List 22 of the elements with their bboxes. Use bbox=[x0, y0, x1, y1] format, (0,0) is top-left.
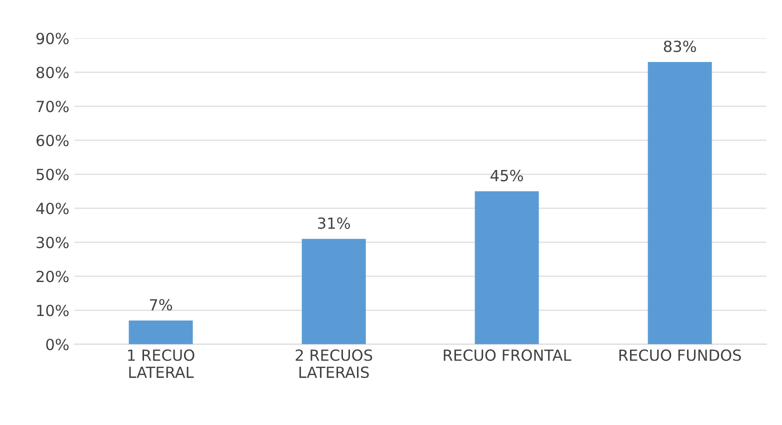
x-tick-label: 1 RECUO LATERAL bbox=[128, 349, 194, 378]
x-tick-label: 2 RECUOS LATERAIS bbox=[296, 349, 372, 378]
y-tick-label: 40% bbox=[36, 202, 69, 214]
y-tick-label: 60% bbox=[36, 134, 69, 146]
y-tick-label: 90% bbox=[36, 32, 69, 44]
y-tick-label: 0% bbox=[46, 338, 69, 350]
bar bbox=[474, 191, 539, 344]
y-tick-label: 70% bbox=[36, 100, 69, 112]
x-tick-label: RECUO FUNDOS bbox=[619, 349, 741, 361]
bar bbox=[648, 62, 712, 344]
y-tick-label: 20% bbox=[36, 270, 69, 282]
y-tick-label: 80% bbox=[36, 66, 69, 78]
y-tick-label: 30% bbox=[36, 236, 69, 248]
y-tick-label: 50% bbox=[36, 168, 69, 180]
bar bbox=[302, 238, 366, 344]
data-label: 45% bbox=[490, 170, 523, 182]
y-tick-label: 10% bbox=[37, 304, 69, 316]
data-label: 7% bbox=[150, 298, 172, 311]
bar bbox=[128, 320, 193, 344]
data-label: 31% bbox=[318, 217, 350, 229]
data-label: 83% bbox=[664, 40, 696, 52]
x-tick-label: RECUO FRONTAL bbox=[444, 349, 572, 361]
